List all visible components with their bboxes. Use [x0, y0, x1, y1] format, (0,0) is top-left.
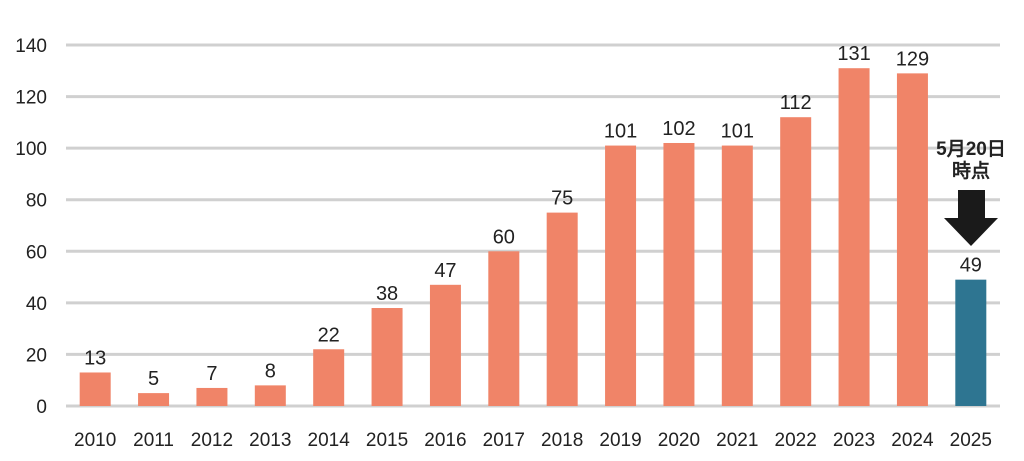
x-tick-label: 2019: [599, 430, 641, 451]
data-label: 5: [148, 368, 159, 390]
data-label: 7: [206, 363, 217, 385]
x-tick-label: 2023: [833, 430, 875, 451]
bar: [780, 117, 812, 406]
bars: [79, 68, 987, 407]
y-tick-label: 40: [26, 294, 47, 315]
data-labels: 13 5 7 8 22 38 47 60 75 101 102 101 112 131 129 49: [84, 43, 982, 390]
data-label: 112: [780, 92, 812, 114]
x-tick-label: 2014: [308, 430, 351, 451]
y-axis-ticks: 0 20 40 60 80 100 120 140: [15, 36, 47, 418]
bar: [546, 212, 578, 406]
x-tick-label: 2015: [366, 430, 408, 451]
x-tick-label: 2018: [541, 430, 583, 451]
bar: [138, 393, 170, 406]
x-tick-label: 2017: [483, 430, 525, 451]
data-label: 129: [896, 48, 929, 70]
y-tick-label: 100: [15, 139, 47, 160]
x-tick-label: 2022: [775, 430, 817, 451]
y-tick-label: 20: [26, 345, 47, 366]
data-label: 47: [434, 260, 456, 282]
data-label: 22: [318, 324, 340, 346]
data-label: 49: [960, 255, 982, 277]
annotation: 5月20日 時点: [936, 139, 1006, 246]
x-axis-ticks: 2010 2011 2012 2013 2014 2015 2016 2017 2018 2019…: [74, 430, 992, 451]
data-label: 101: [604, 121, 637, 143]
bar: [79, 372, 111, 406]
bar: [313, 349, 345, 406]
bar: [605, 145, 637, 407]
data-label: 60: [493, 226, 515, 248]
bar: [429, 284, 461, 406]
y-tick-label: 120: [15, 88, 47, 109]
y-tick-label: 60: [26, 242, 47, 263]
x-tick-label: 2020: [658, 430, 700, 451]
x-tick-label: 2011: [133, 430, 174, 451]
x-tick-label: 2013: [249, 430, 291, 451]
x-tick-label: 2024: [891, 430, 934, 451]
data-label: 13: [84, 347, 106, 369]
data-label: 131: [837, 43, 870, 65]
x-tick-label: 2010: [74, 430, 116, 451]
bar: [896, 73, 928, 406]
bar: [488, 251, 520, 406]
grid-lines: [66, 43, 1000, 408]
x-tick-label: 2025: [950, 430, 992, 451]
data-label: 38: [376, 283, 398, 305]
x-tick-label: 2016: [424, 430, 466, 451]
down-arrow-icon: [944, 190, 998, 246]
data-label: 75: [551, 188, 573, 210]
data-label: 8: [265, 360, 276, 382]
bar: [721, 145, 753, 407]
annotation-line-1: 5月20日: [936, 139, 1006, 160]
bar: [196, 387, 228, 406]
data-label: 102: [662, 118, 695, 140]
bar: [838, 68, 870, 406]
bar: [371, 308, 403, 406]
bar: [663, 142, 695, 406]
x-tick-label: 2021: [716, 430, 758, 451]
y-tick-label: 140: [15, 36, 47, 57]
annotation-line-2: 時点: [952, 160, 990, 182]
data-label: 101: [721, 121, 754, 143]
y-tick-label: 0: [36, 397, 47, 418]
x-tick-label: 2012: [191, 430, 233, 451]
y-tick-label: 80: [26, 191, 47, 212]
bar: [254, 385, 286, 406]
bar: [955, 279, 987, 406]
